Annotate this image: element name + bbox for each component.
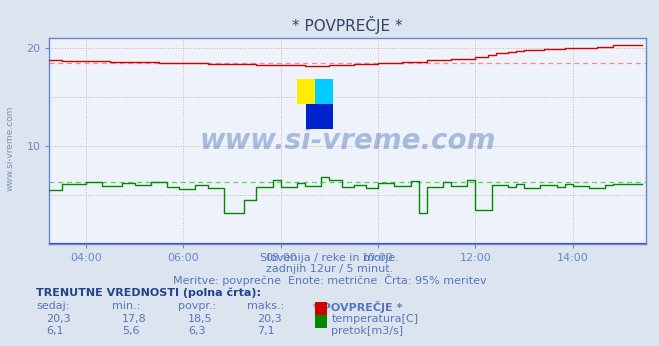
Title: * POVPREČJE *: * POVPREČJE * — [293, 16, 403, 34]
FancyBboxPatch shape — [306, 104, 333, 129]
Text: povpr.:: povpr.: — [178, 301, 216, 311]
Text: www.si-vreme.com: www.si-vreme.com — [5, 106, 14, 191]
FancyBboxPatch shape — [315, 79, 333, 104]
Text: Slovenija / reke in morje.: Slovenija / reke in morje. — [260, 253, 399, 263]
Text: temperatura[C]: temperatura[C] — [331, 314, 418, 324]
Text: Meritve: povprečne  Enote: metrične  Črta: 95% meritev: Meritve: povprečne Enote: metrične Črta:… — [173, 274, 486, 286]
Text: maks.:: maks.: — [247, 301, 285, 311]
Text: pretok[m3/s]: pretok[m3/s] — [331, 326, 403, 336]
Text: * POVPREČJE *: * POVPREČJE * — [313, 301, 403, 313]
Text: 17,8: 17,8 — [122, 314, 147, 324]
Text: 6,3: 6,3 — [188, 326, 206, 336]
Text: TRENUTNE VREDNOSTI (polna črta):: TRENUTNE VREDNOSTI (polna črta): — [36, 288, 261, 298]
Text: 7,1: 7,1 — [257, 326, 275, 336]
Text: 20,3: 20,3 — [46, 314, 71, 324]
Text: www.si-vreme.com: www.si-vreme.com — [200, 127, 496, 155]
Text: zadnjih 12ur / 5 minut.: zadnjih 12ur / 5 minut. — [266, 264, 393, 274]
Text: 5,6: 5,6 — [122, 326, 140, 336]
Text: sedaj:: sedaj: — [36, 301, 70, 311]
Text: 20,3: 20,3 — [257, 314, 281, 324]
Text: min.:: min.: — [112, 301, 140, 311]
Text: 18,5: 18,5 — [188, 314, 212, 324]
FancyBboxPatch shape — [297, 79, 315, 104]
Text: 6,1: 6,1 — [46, 326, 64, 336]
